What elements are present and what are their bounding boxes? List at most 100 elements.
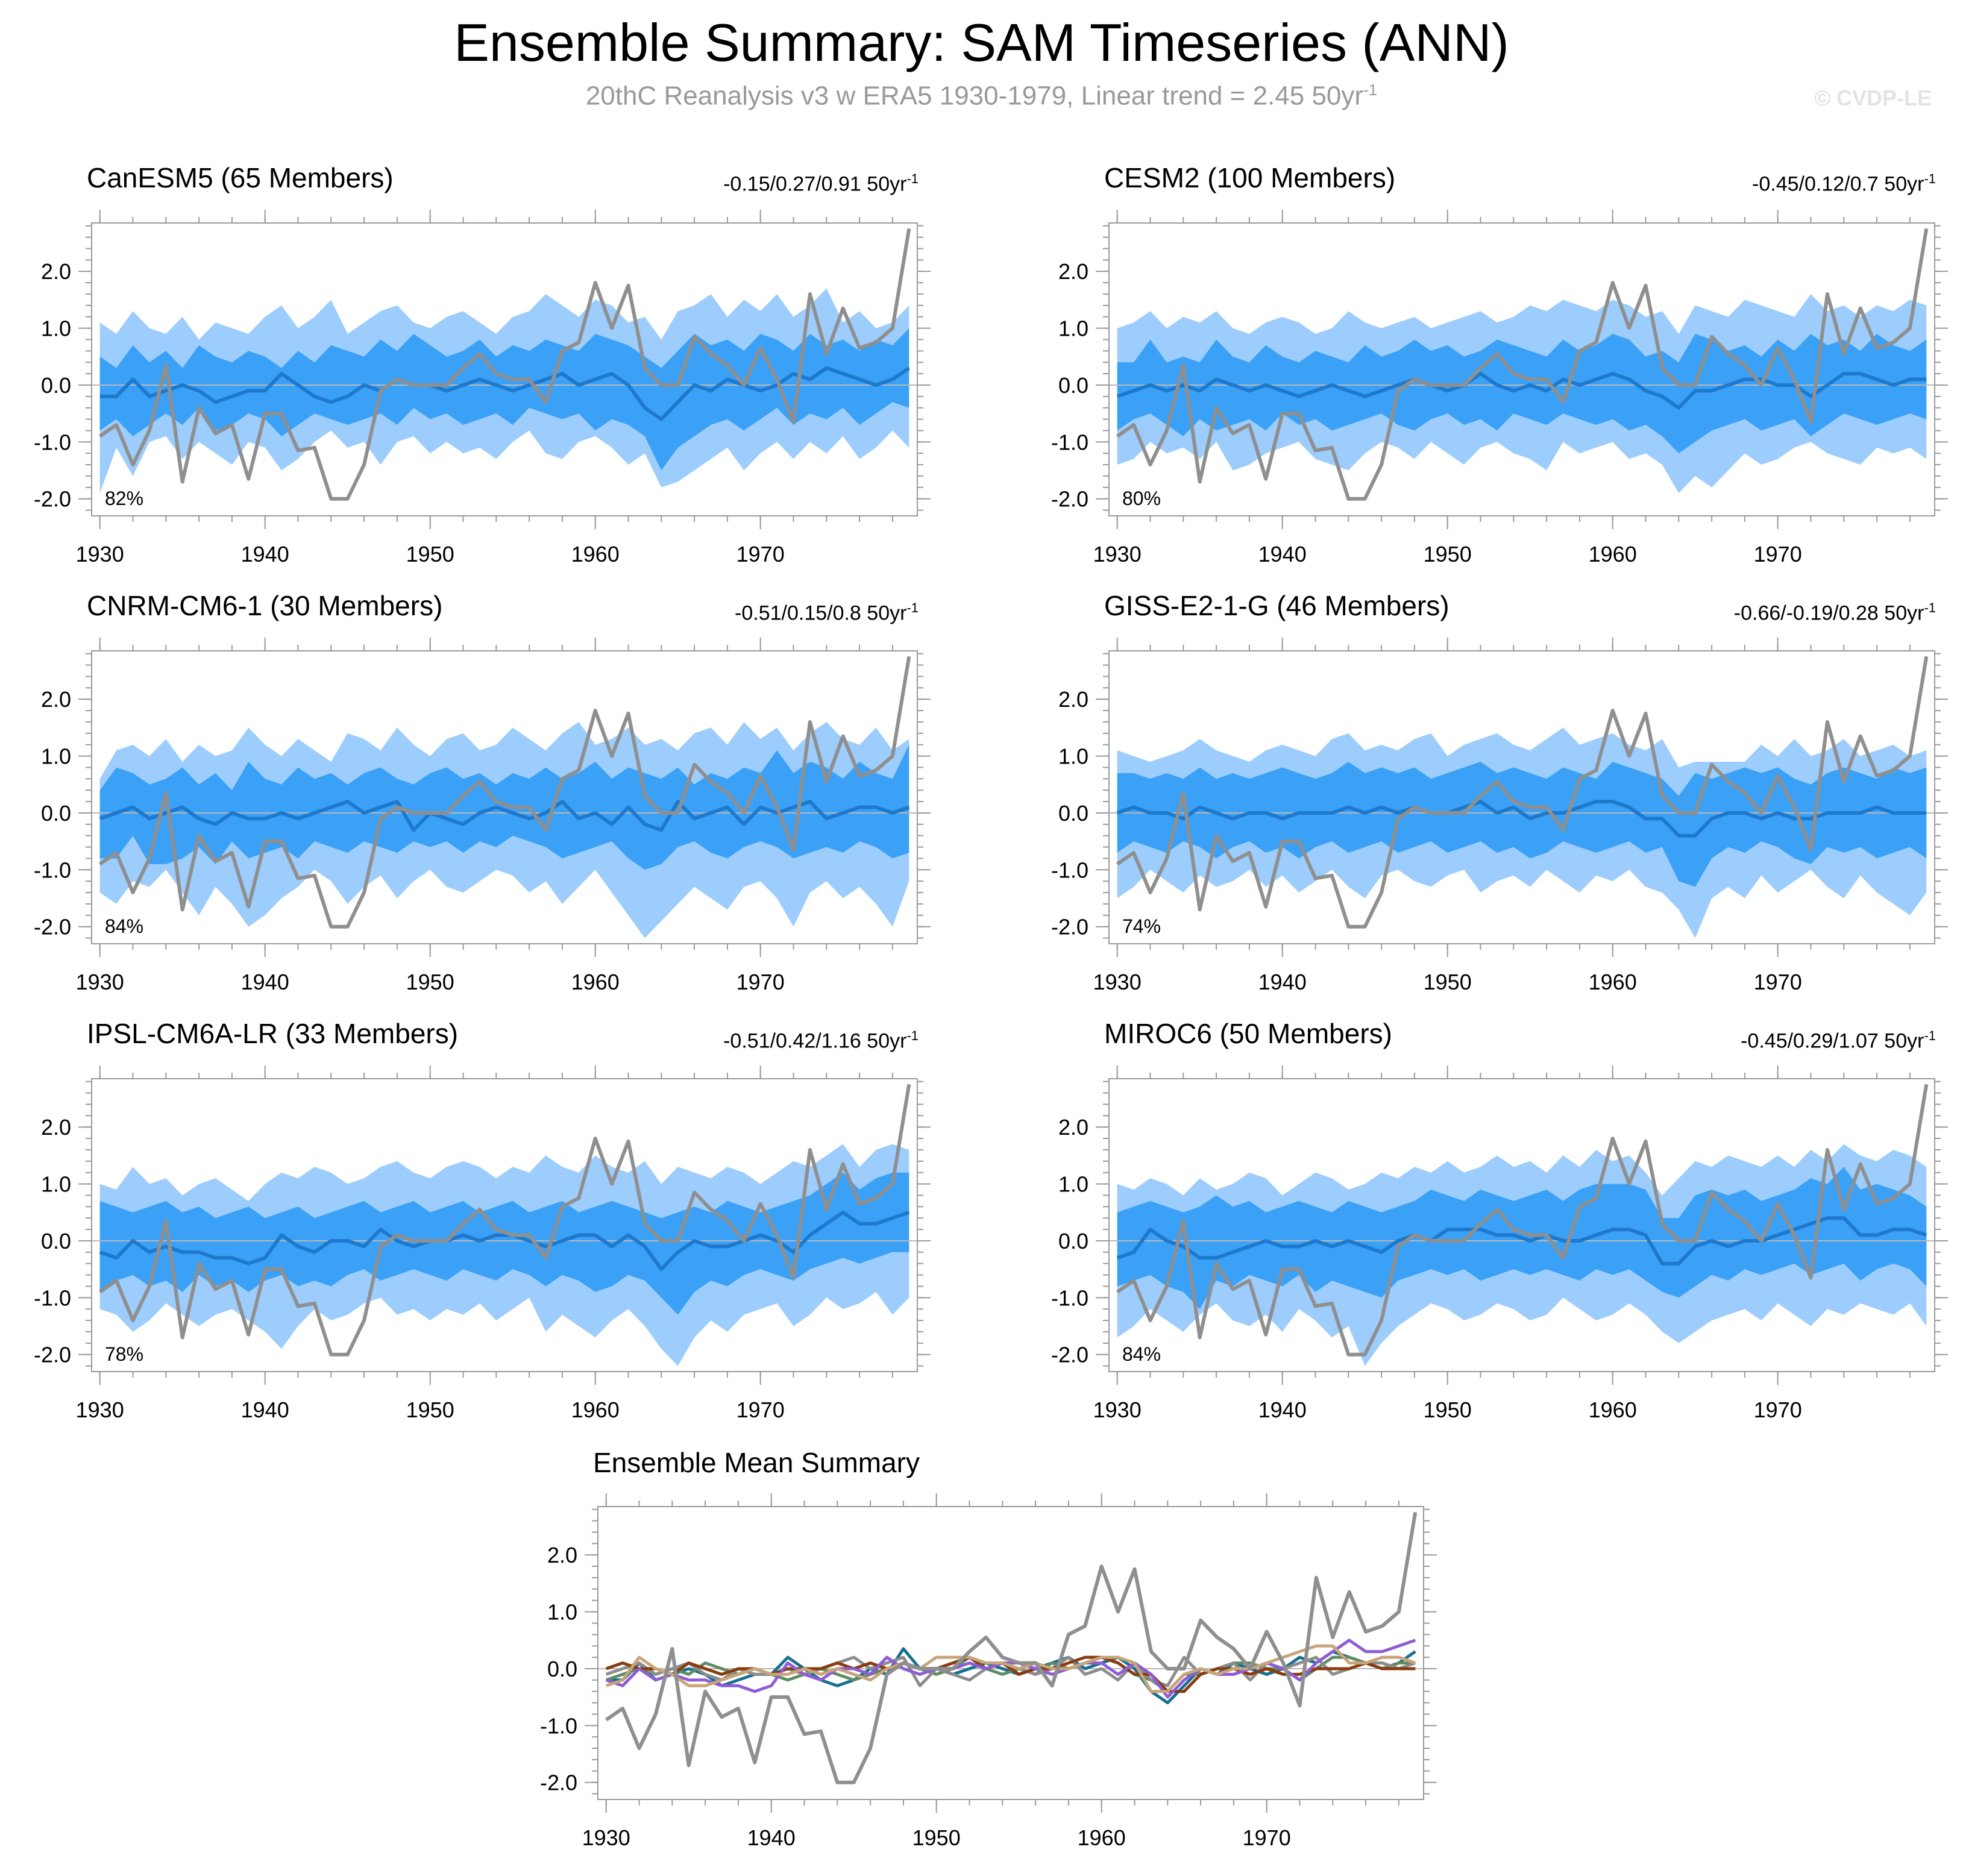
y-tick-label: 1.0 <box>1058 744 1088 769</box>
panel-title-ipsl: IPSL-CM6A-LR (33 Members) <box>87 1018 459 1049</box>
panel-title-canesm5: CanESM5 (65 Members) <box>87 162 394 193</box>
x-tick-label: 1940 <box>1258 542 1307 566</box>
band-inner-25-75 <box>99 328 909 471</box>
y-tick-label: 0.0 <box>1058 373 1088 398</box>
ensemble-mean-line <box>1116 372 1927 410</box>
x-tick-label: 1970 <box>1754 1398 1802 1422</box>
y-tick-label: 0.0 <box>41 1229 71 1253</box>
x-tick-label: 1970 <box>737 970 785 994</box>
trend-sup-miroc6: -1 <box>1924 1028 1936 1043</box>
y-tick-label: -1.0 <box>34 1285 71 1310</box>
panel-title-giss: GISS-E2-1-G (46 Members) <box>1104 590 1449 621</box>
band-inner-25-75 <box>99 1172 909 1315</box>
x-tick-label: 1940 <box>1258 970 1307 994</box>
y-tick-label: -1.0 <box>1051 1285 1088 1310</box>
plot-frame <box>1108 222 1935 516</box>
x-tick-label: 1970 <box>1754 970 1802 994</box>
x-tick-label: 1960 <box>1078 1825 1126 1850</box>
plot-frame <box>91 650 918 944</box>
y-tick-label: 2.0 <box>1058 1115 1088 1140</box>
x-tick-label: 1930 <box>582 1825 630 1850</box>
plot-frame <box>1108 1078 1935 1372</box>
y-tick-label: 0.0 <box>547 1657 577 1681</box>
y-tick-label: -1.0 <box>540 1713 577 1738</box>
panel-trend-cesm2: -0.45/0.12/0.7 50yr-1 <box>1752 171 1936 196</box>
y-tick-label: -2.0 <box>1051 915 1088 940</box>
y-tick-label: -1.0 <box>1051 430 1088 454</box>
y-tick-label: 1.0 <box>41 744 71 769</box>
x-tick-label: 1960 <box>1589 542 1637 566</box>
x-tick-label: 1930 <box>1093 542 1142 566</box>
x-tick-label: 1940 <box>747 1825 796 1850</box>
band-inner-25-75 <box>1117 762 1927 887</box>
x-tick-label: 1930 <box>1093 1398 1142 1422</box>
x-tick-label: 1960 <box>1589 970 1637 994</box>
percent-label: 74% <box>1122 915 1161 937</box>
percent-label: 78% <box>105 1343 143 1365</box>
y-tick-label: 1.0 <box>41 1172 71 1197</box>
y-tick-label: -1.0 <box>1051 858 1088 882</box>
ensemble-mean-line <box>99 800 910 832</box>
trend-text-miroc6: -0.45/0.29/1.07 50yr <box>1741 1029 1924 1053</box>
observations-line <box>1116 1084 1929 1357</box>
band-inner-25-75 <box>99 744 909 870</box>
x-tick-label: 1930 <box>76 970 124 994</box>
observations-line <box>1116 656 1929 929</box>
observations-line <box>98 656 911 929</box>
y-tick-label: 1.0 <box>41 316 71 341</box>
y-tick-label: 1.0 <box>547 1600 577 1625</box>
trend-sup-canesm5: -1 <box>906 171 919 186</box>
page-title: Ensemble Summary: SAM Timeseries (ANN) <box>454 13 1509 72</box>
percent-label: 84% <box>1122 1343 1161 1365</box>
x-tick-label: 1950 <box>406 542 454 566</box>
plot-frame <box>91 222 918 516</box>
x-tick-label: 1960 <box>571 1398 620 1422</box>
percent-label: 80% <box>1122 488 1161 509</box>
y-tick-label: -1.0 <box>34 430 71 454</box>
y-tick-label: 0.0 <box>41 801 71 826</box>
y-tick-label: 2.0 <box>547 1543 577 1567</box>
panel-title-cnrm: CNRM-CM6-1 (30 Members) <box>87 590 443 621</box>
x-tick-label: 1940 <box>241 542 289 566</box>
y-tick-label: 0.0 <box>41 373 71 398</box>
x-tick-label: 1970 <box>1243 1825 1291 1850</box>
band-inner-25-75 <box>1117 334 1927 454</box>
x-tick-label: 1970 <box>1754 542 1802 566</box>
observations-line <box>605 1511 1418 1784</box>
panel-trend-giss: -0.66/-0.19/0.28 50yr-1 <box>1734 600 1936 625</box>
y-tick-label: 0.0 <box>1058 1229 1088 1253</box>
observations-line <box>98 1084 911 1357</box>
plot-frame <box>1108 650 1935 944</box>
trend-sup-ipsl: -1 <box>906 1028 919 1043</box>
x-tick-label: 1960 <box>1589 1398 1637 1422</box>
trend-sup-giss: -1 <box>1924 600 1936 615</box>
x-tick-label: 1940 <box>241 1398 289 1422</box>
x-tick-label: 1970 <box>737 1398 785 1422</box>
panel-title-miroc6: MIROC6 (50 Members) <box>1104 1018 1392 1049</box>
subtitle-text: 20thC Reanalysis v3 w ERA5 1930-1979, Li… <box>585 81 1364 111</box>
percent-label: 84% <box>105 915 143 937</box>
x-tick-label: 1950 <box>1424 970 1472 994</box>
y-tick-label: 2.0 <box>1058 687 1088 712</box>
y-tick-label: -2.0 <box>34 487 71 512</box>
series-line-ipsl-cm6a-lr <box>605 1639 1416 1699</box>
plot-frame <box>597 1506 1424 1800</box>
credit-watermark: © CVDP-LE <box>1814 86 1932 110</box>
x-tick-label: 1970 <box>737 542 785 566</box>
x-tick-label: 1930 <box>76 1398 124 1422</box>
trend-text-cesm2: -0.45/0.12/0.7 50yr <box>1752 172 1924 196</box>
x-tick-label: 1950 <box>1424 1398 1472 1422</box>
y-tick-label: -2.0 <box>34 1343 71 1367</box>
ensemble-mean-line <box>1116 800 1927 838</box>
observations-line <box>1116 228 1929 501</box>
x-tick-label: 1930 <box>1093 970 1142 994</box>
ensemble-mean-line <box>99 366 911 421</box>
x-tick-label: 1940 <box>1258 1398 1307 1422</box>
x-tick-label: 1950 <box>406 970 454 994</box>
x-tick-label: 1960 <box>571 542 620 566</box>
plot-frame <box>91 1078 918 1372</box>
